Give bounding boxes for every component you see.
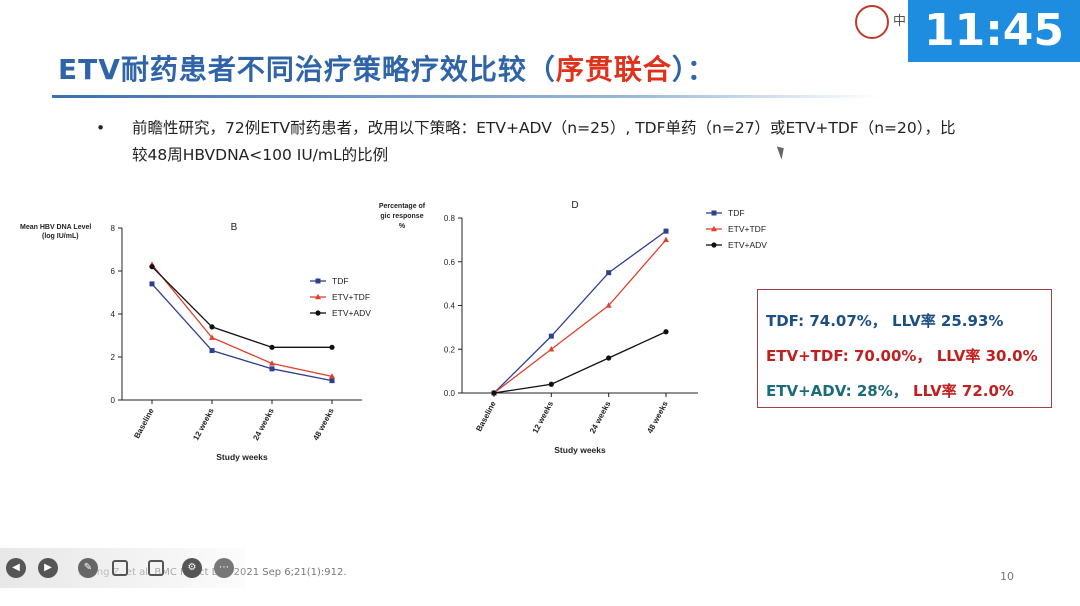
series-line [151,264,333,377]
title-underline [52,95,882,98]
legend-marker [315,310,321,316]
y-axis-label: Percentage of [379,203,426,210]
x-axis-label: Study weeks [554,445,606,455]
result-etv-tdf-llv: LLV率 30.0% [936,347,1038,365]
result-etv-adv: ETV+ADV: 28%， LLV率 72.0% [766,380,1014,401]
next-icon[interactable]: ▶ [38,558,58,578]
data-point [269,344,275,350]
subtitle-icon[interactable] [148,560,164,576]
series-line [493,230,667,394]
data-point [209,334,215,340]
legend-label: ETV+TDF [728,224,766,234]
chart-d: Percentage of gic response% 0.0 0.2 0.4 0.6 0.… [379,200,767,455]
data-point [605,302,612,308]
y-axis-label-2: gic response [380,213,423,220]
legend-label: ETV+TDF [332,292,370,302]
legend-label: TDF [332,276,349,286]
data-point [149,264,155,270]
chart-title: B [231,222,238,233]
university-logo [855,5,889,39]
y-tick-label: 0.2 [444,345,456,354]
y-tick-label: 6 [111,267,116,276]
more-icon[interactable]: ⋯ [214,558,234,578]
options-icon[interactable]: ⚙ [182,558,202,578]
data-point [269,366,275,372]
y-tick-label: 0 [111,396,116,405]
chart-title: D [571,200,578,211]
title-main: ETV耐药患者不同治疗策略疗效比较（ [58,53,556,86]
result-tdf-llv: LLV率 25.93% [892,312,1004,330]
y-tick-label: 0.4 [444,302,456,311]
result-etv-adv-llv: LLV率 72.0% [913,382,1014,400]
bullet-symbol: • [96,119,106,137]
y-axis-label: Mean HBV DNA Level [20,224,91,231]
legend-marker [315,293,321,300]
x-tick-label: 24 weeks [251,406,276,442]
page-title: ETV耐药患者不同治疗策略疗效比较（序贯联合）： [58,48,716,88]
title-bar: ETV耐药患者不同治疗策略疗效比较（序贯联合）： [52,40,882,102]
pen-icon[interactable]: ✎ [78,558,98,578]
results-box: TDF: 74.07%， LLV率 25.93% ETV+TDF: 70.00%… [757,289,1052,408]
y-axis-label-unit: (log IU/mL) [42,233,79,240]
result-tdf: TDF: 74.07%， LLV率 25.93% [766,310,1003,331]
presentation-toolbar: ◀ ▶ ✎ ⚙ ⋯ [0,548,246,588]
result-tdf-label: TDF: 74.07%， [766,312,887,330]
y-tick-label: 0.0 [444,389,456,398]
page-number: 10 [1000,570,1014,583]
data-point [548,381,554,387]
series-line [493,239,667,394]
data-point [329,378,335,384]
y-tick-label: 0.6 [444,258,456,267]
x-tick-label: 12 weeks [191,406,216,442]
legend-label: ETV+ADV [332,308,371,318]
title-highlight: 序贯联合 [555,53,672,86]
y-tick-label: 8 [111,224,116,233]
zoom-icon[interactable] [112,560,128,576]
x-tick-label: 48 weeks [645,399,670,435]
legend-label: ETV+ADV [728,240,767,250]
series-line [151,266,332,348]
data-point [329,373,335,379]
series-line [151,283,333,382]
data-point [209,348,215,354]
chart-b: Mean HBV DNA Level (log IU/mL) 0 2 4 6 8 Baseli… [20,222,371,462]
x-tick-label: Baseline [474,399,498,433]
x-tick-label: 24 weeks [588,399,613,435]
legend-marker [711,210,717,216]
data-point [548,346,555,352]
data-point [606,355,612,361]
legend-marker [711,225,717,232]
clock-display: 11:45 [908,0,1080,62]
title-end: ）： [671,53,716,86]
x-tick-label: Baseline [132,406,156,440]
y-axis-label-unit: % [399,223,406,230]
result-etv-tdf-label: ETV+TDF: 70.00%， [766,347,932,365]
data-point [269,360,275,366]
data-point [663,228,669,234]
data-point [329,344,335,350]
x-tick-label: 12 weeks [531,399,556,435]
series-line [493,331,667,394]
data-point [663,329,669,335]
data-point [663,236,669,243]
legend-label: TDF [728,208,745,218]
x-axis-label: Study weeks [216,452,268,462]
bullet-text: 前瞻性研究，72例ETV耐药患者，改用以下策略：ETV+ADV（n=25）, T… [132,119,956,164]
data-point [606,270,612,276]
legend-marker [711,242,717,248]
result-etv-tdf: ETV+TDF: 70.00%， LLV率 30.0% [766,345,1038,366]
data-point [548,333,554,339]
prev-icon[interactable]: ◀ [6,558,26,578]
data-point [491,390,497,396]
y-tick-label: 4 [111,310,116,319]
legend-marker [315,278,321,284]
data-point [209,324,215,330]
result-etv-adv-label: ETV+ADV: 28%， [766,382,908,400]
x-tick-label: 48 weeks [311,406,336,442]
data-point [149,281,155,287]
y-tick-label: 2 [111,353,116,362]
y-tick-label: 0.8 [444,214,456,223]
